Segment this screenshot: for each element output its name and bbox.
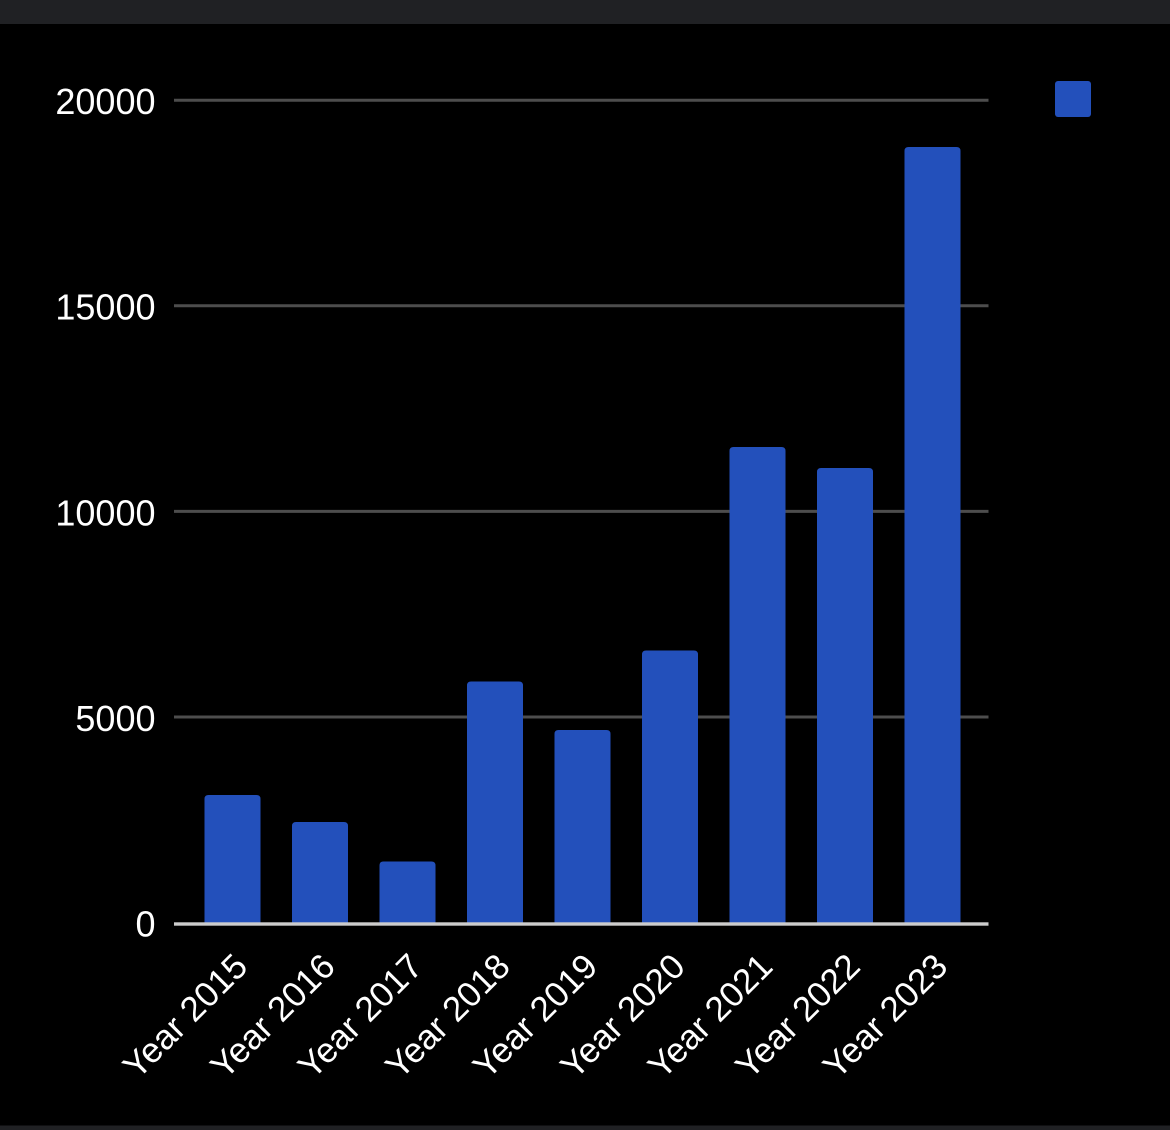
svg-text:0: 0 bbox=[135, 904, 155, 945]
svg-text:10000: 10000 bbox=[55, 492, 155, 533]
svg-text:15000: 15000 bbox=[55, 287, 155, 328]
svg-text:20000: 20000 bbox=[55, 81, 155, 122]
svg-text:5000: 5000 bbox=[75, 698, 155, 739]
